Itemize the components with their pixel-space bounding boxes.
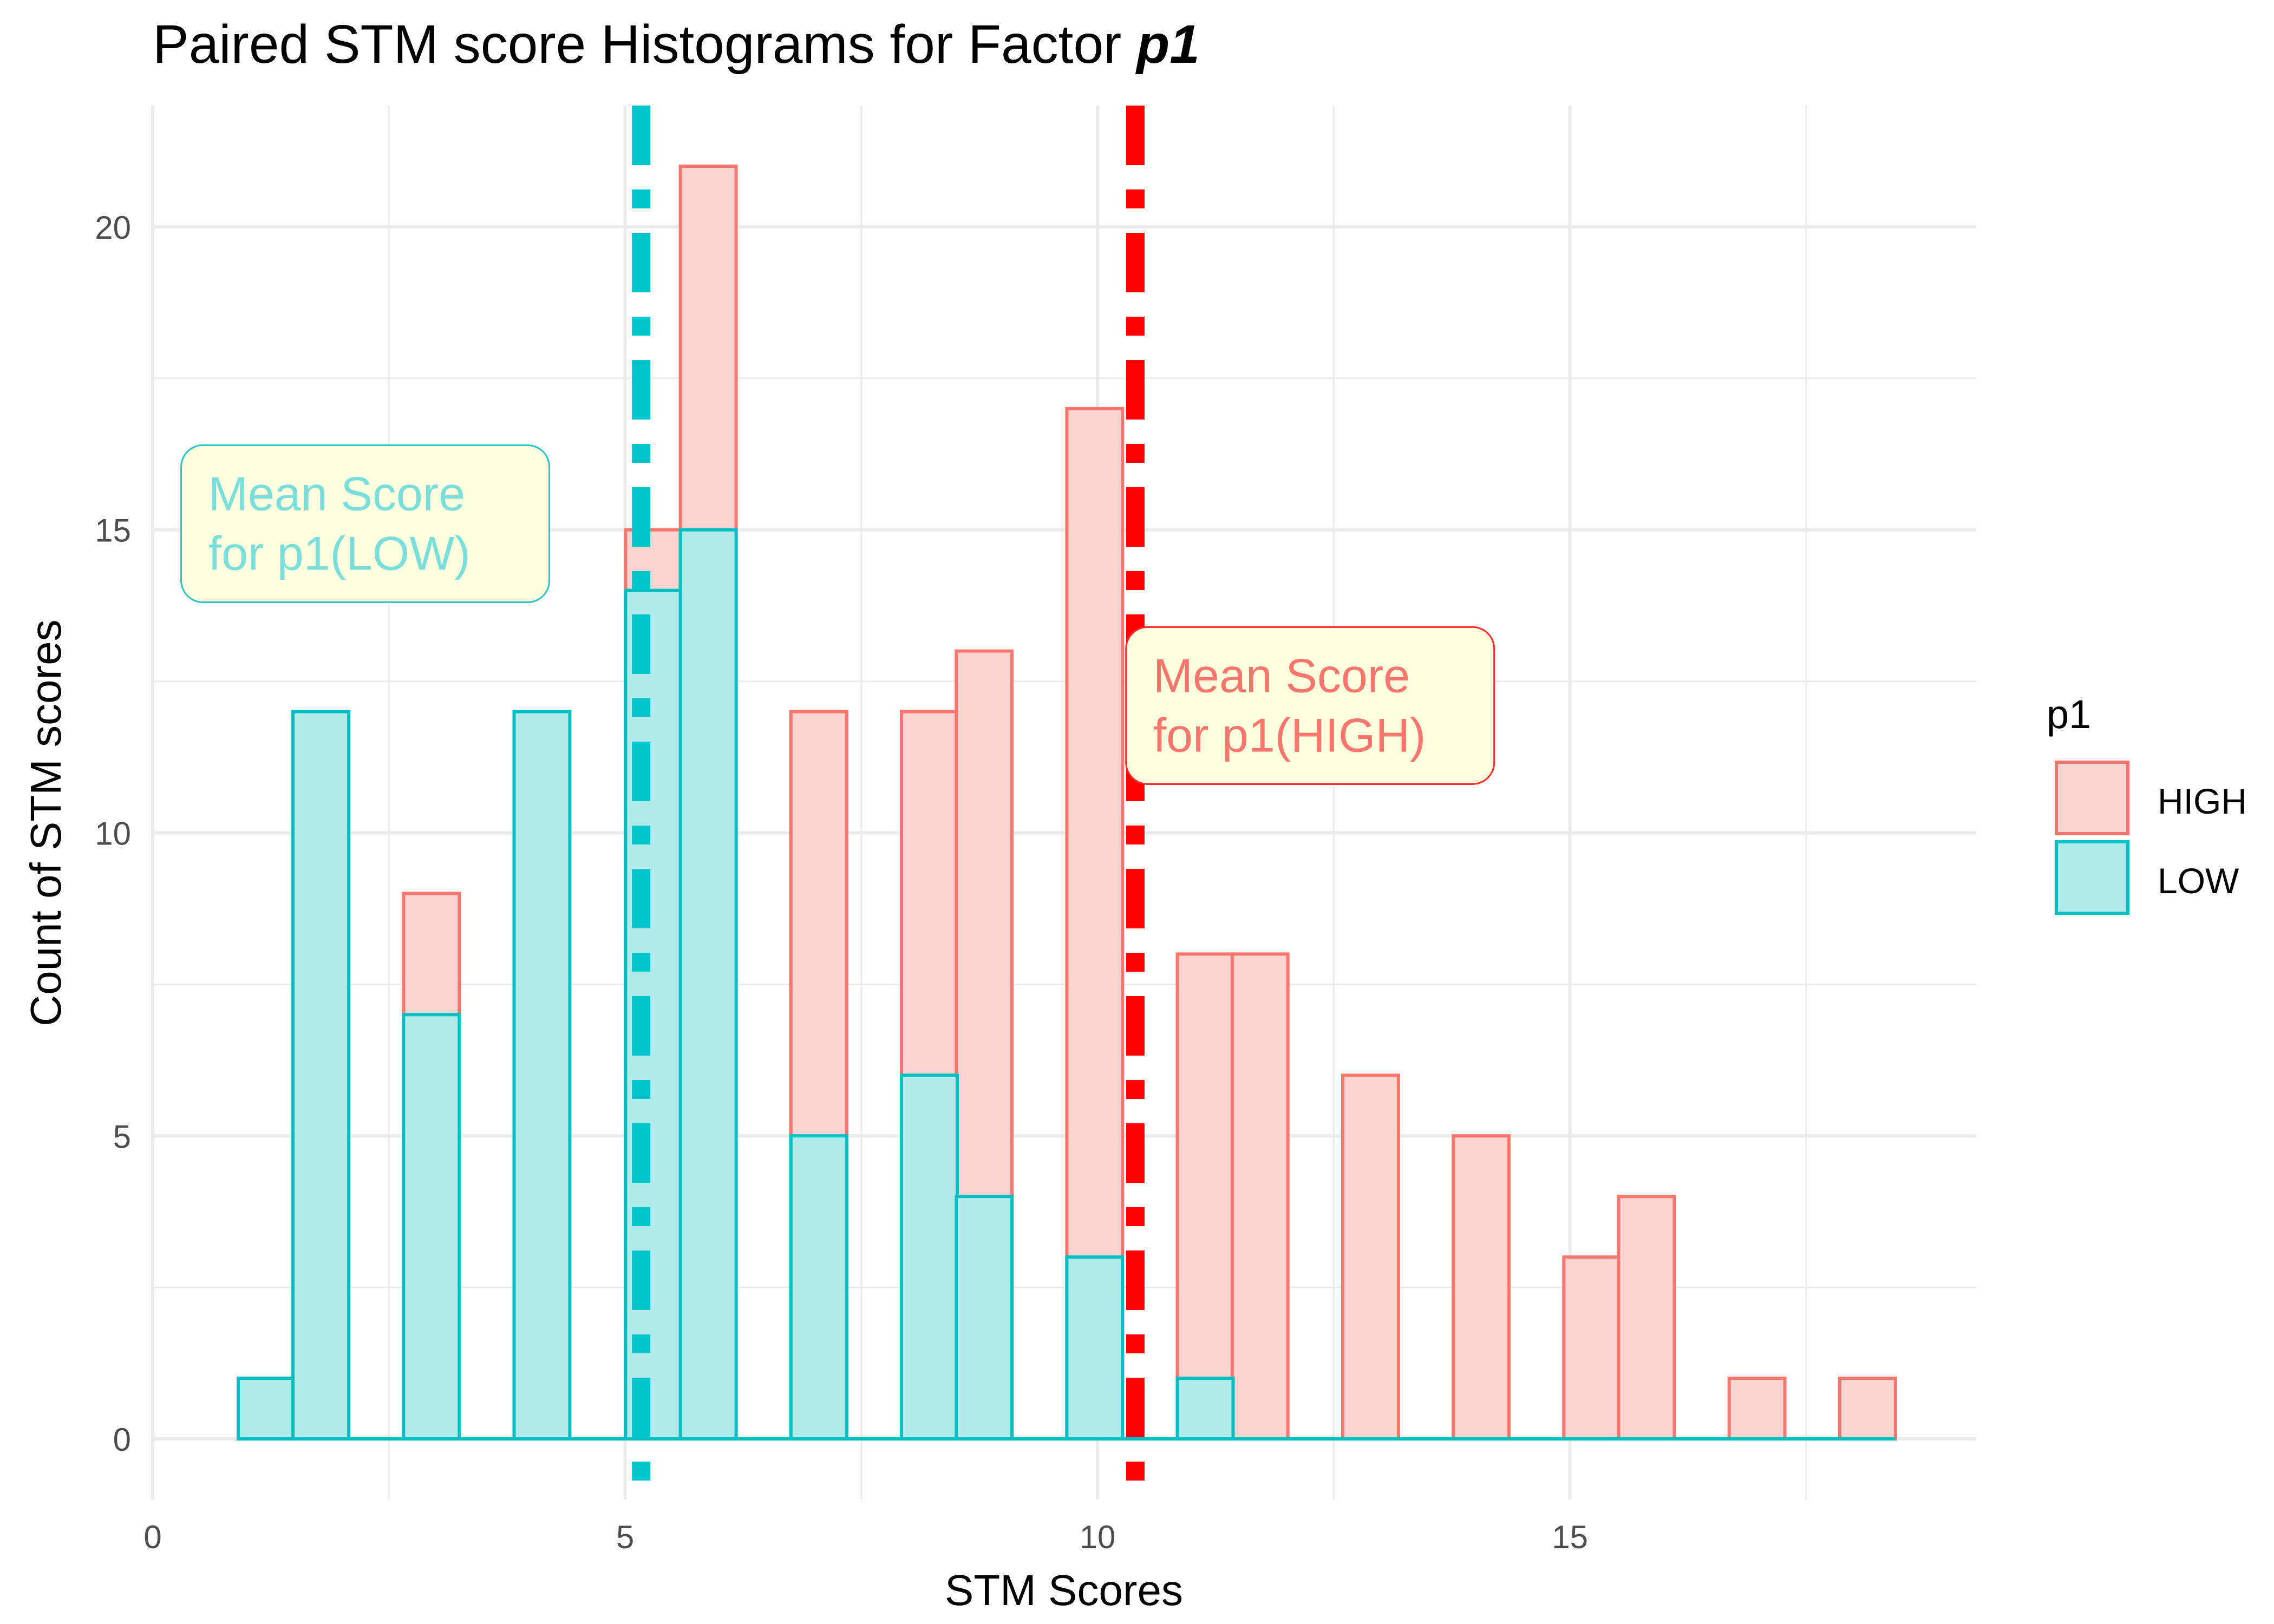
high-bar <box>1562 1255 1622 1441</box>
chart-title-emphasis: p1 <box>1135 14 1200 75</box>
y-tick-labels: 0 5 10 15 20 <box>95 209 131 1458</box>
high-bar <box>1341 1073 1400 1441</box>
low-bar <box>678 528 738 1441</box>
annotation-box-high <box>1125 626 1495 785</box>
high-bar <box>1838 1377 1897 1441</box>
mean-annotations: Mean Score for p1(LOW) Mean Score for p1(HI… <box>180 444 1495 785</box>
x-tick-label: 0 <box>143 1519 161 1555</box>
annotation-text-low: Mean Score <box>208 467 465 521</box>
low-bar <box>899 1073 959 1441</box>
chart-title-main: Paired STM score Histograms for Factor <box>153 14 1136 75</box>
legend-label-low: LOW <box>2158 861 2239 901</box>
x-tick-label: 5 <box>616 1519 634 1555</box>
low-bar <box>1065 1255 1125 1441</box>
annotation-box-low <box>180 444 551 603</box>
high-bar <box>1230 952 1290 1441</box>
low-bar <box>789 1134 848 1441</box>
low-bar <box>512 710 572 1441</box>
y-tick-label: 15 <box>95 513 131 549</box>
low-bar <box>236 1377 296 1441</box>
high-bar <box>1617 1195 1676 1441</box>
legend: p1 HIGH LOW <box>2047 692 2247 915</box>
annotation-text-low: for p1(LOW) <box>208 527 471 580</box>
y-axis-label: Count of STM scores <box>22 619 70 1026</box>
high-bar <box>1727 1377 1787 1441</box>
legend-label-high: HIGH <box>2158 781 2247 821</box>
legend-title: p1 <box>2047 692 2091 737</box>
annotation-text-high: Mean Score <box>1153 649 1410 702</box>
chart-title: Paired STM score Histograms for Factor p… <box>153 14 1200 75</box>
high-bar <box>1452 1134 1511 1441</box>
y-tick-label: 20 <box>95 209 131 246</box>
legend-key-high <box>2055 761 2129 835</box>
grid-minor <box>153 106 1976 1499</box>
annotation-text-high: for p1(HIGH) <box>1153 708 1426 762</box>
x-tick-labels: 0 5 10 15 <box>143 1519 1588 1555</box>
low-bar <box>402 1013 461 1441</box>
low-bar <box>1175 1377 1235 1441</box>
x-axis-label: STM Scores <box>945 1566 1183 1614</box>
x-tick-label: 10 <box>1080 1519 1116 1555</box>
x-tick-label: 15 <box>1552 1519 1588 1555</box>
mean-lines <box>632 106 1145 1499</box>
y-tick-label: 5 <box>113 1118 131 1155</box>
low-bar <box>955 1195 1014 1441</box>
high-bar <box>1175 952 1235 1441</box>
legend-key-low <box>2055 840 2129 915</box>
low-bar <box>291 710 351 1441</box>
bars-low-series <box>236 528 1896 1441</box>
y-tick-label: 10 <box>95 815 131 852</box>
y-tick-label: 0 <box>113 1422 131 1458</box>
